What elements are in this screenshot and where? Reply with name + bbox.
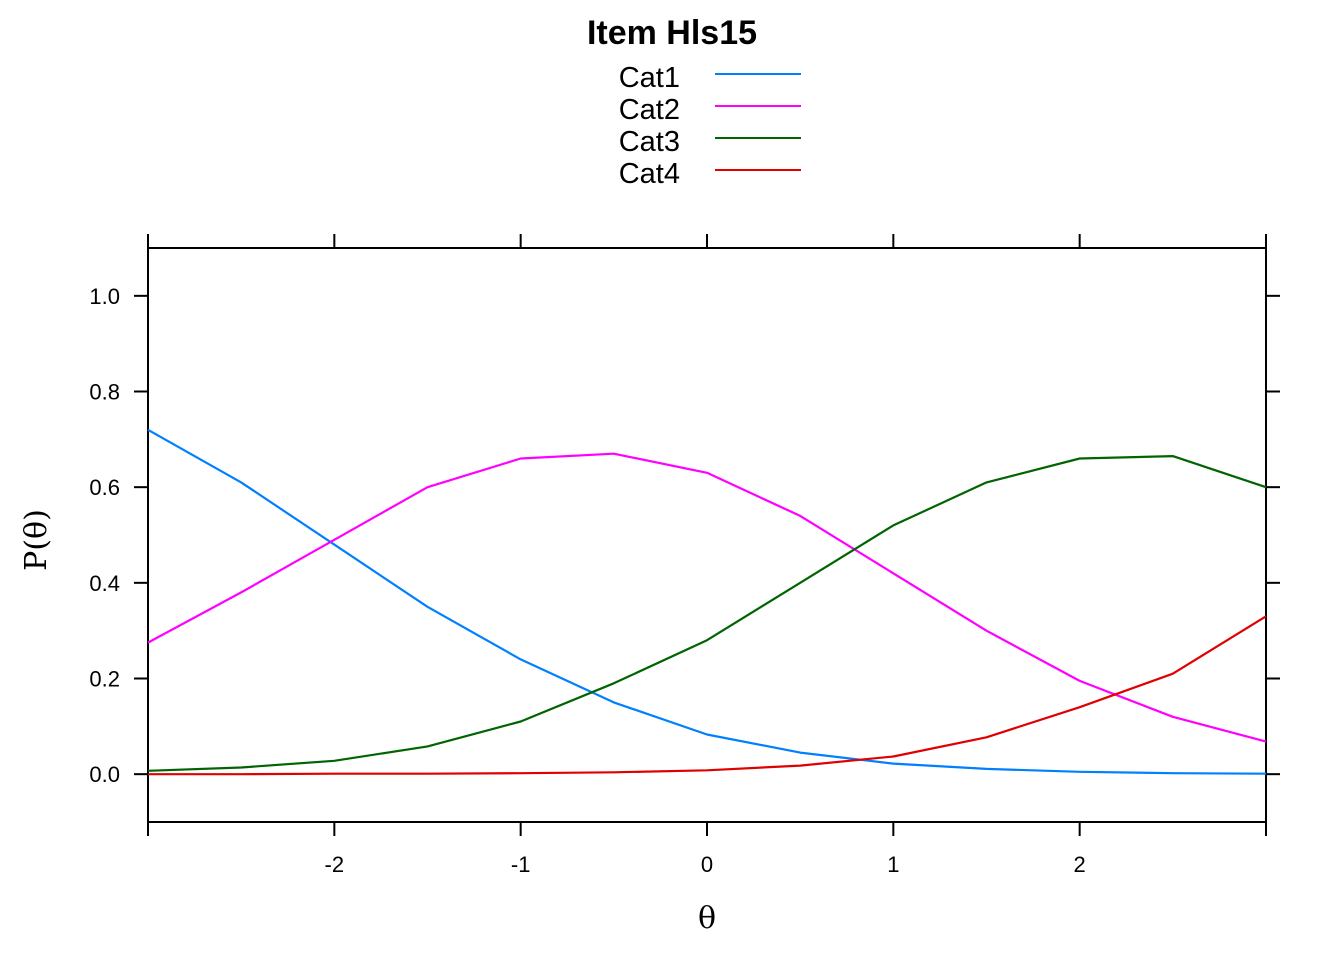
y-axis-label: P(θ) <box>19 509 54 571</box>
x-tick-label: -2 <box>325 852 345 877</box>
legend-label-cat3: Cat3 <box>619 126 680 158</box>
legend-label-cat4: Cat4 <box>619 158 680 190</box>
legend-label-cat1: Cat1 <box>619 62 680 94</box>
legend-label-cat2: Cat2 <box>619 94 680 126</box>
y-tick-label: 0.2 <box>89 667 120 692</box>
x-axis-label: θ <box>698 901 716 936</box>
y-tick-label: 0.4 <box>89 571 120 596</box>
series-line-cat3 <box>147 455 1267 772</box>
chart-title: Item Hls15 <box>587 14 757 52</box>
y-tick-label: 0.6 <box>89 475 120 500</box>
y-tick-label: 0.8 <box>89 380 120 405</box>
plot-frame <box>147 247 1267 823</box>
y-tick-label: 1.0 <box>89 284 120 309</box>
x-tick-label: 2 <box>1074 852 1086 877</box>
series-line-cat2 <box>147 452 1267 743</box>
x-tick-label: 0 <box>701 852 713 877</box>
x-tick-label: 1 <box>887 852 899 877</box>
series-line-cat4 <box>148 615 1267 776</box>
series-line-cat1 <box>147 428 1267 775</box>
plot-area: -2 -1 0 1 2 0.0 0.2 0.4 0.6 0.8 1.0 <box>89 234 1280 877</box>
x-tick-label: -1 <box>511 852 531 877</box>
y-tick-label: 0.0 <box>89 762 120 787</box>
